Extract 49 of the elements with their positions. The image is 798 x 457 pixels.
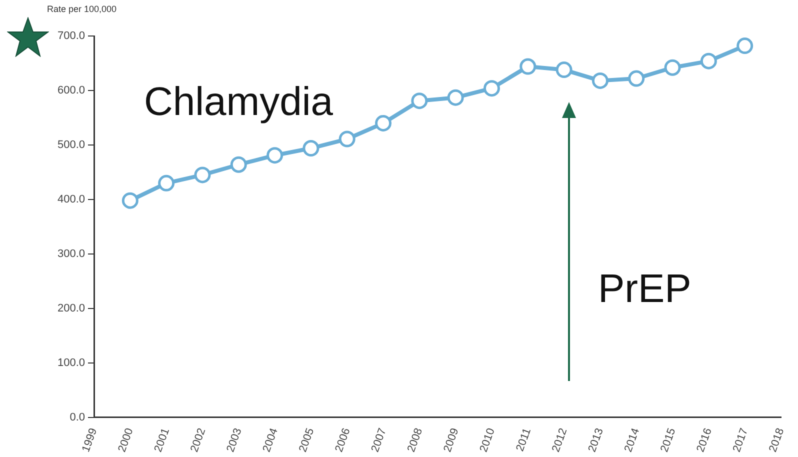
x-tick-label: 2008 bbox=[405, 426, 426, 454]
y-tick-label: 400.0 bbox=[57, 194, 85, 206]
y-tick-label: 200.0 bbox=[57, 302, 85, 315]
x-tick-label: 1999 bbox=[80, 426, 100, 454]
point bbox=[122, 192, 138, 209]
y-tick-label: 100.0 bbox=[57, 357, 85, 370]
x-tick-label: 2016 bbox=[694, 426, 714, 454]
point bbox=[266, 147, 284, 164]
x-tick-label: 2002 bbox=[188, 426, 208, 454]
x-tick-label: 2017 bbox=[730, 426, 751, 454]
x-tick-label: 2001 bbox=[152, 426, 172, 454]
x-tick-label: 2014 bbox=[622, 426, 642, 454]
y-tick-label: 0.0 bbox=[70, 412, 85, 424]
point bbox=[375, 114, 392, 132]
x-tick-label: 2006 bbox=[333, 426, 353, 454]
series-label: Chlamydia bbox=[144, 80, 334, 124]
point bbox=[194, 166, 211, 184]
point bbox=[411, 92, 428, 110]
x-tick-label: 2013 bbox=[586, 426, 606, 454]
point bbox=[628, 70, 645, 87]
y-tick-label: 300.0 bbox=[57, 248, 85, 260]
x-tick-label: 2004 bbox=[260, 426, 280, 454]
x-tick-label: 2000 bbox=[116, 426, 136, 454]
point bbox=[592, 72, 608, 89]
x-tick-label: 2009 bbox=[442, 426, 462, 454]
y-tick-label: 600.0 bbox=[57, 84, 85, 97]
point bbox=[158, 174, 175, 192]
x-tick-label: 2015 bbox=[658, 426, 678, 454]
point bbox=[483, 80, 500, 97]
annotation: PrEP bbox=[598, 267, 692, 311]
point bbox=[520, 58, 536, 75]
point bbox=[664, 59, 681, 76]
x-tick-label: 2011 bbox=[514, 426, 534, 454]
x-tick-label: 2003 bbox=[224, 426, 244, 454]
point bbox=[700, 52, 717, 70]
y-tick-label: 500.0 bbox=[57, 139, 85, 152]
x-tick-label: 2012 bbox=[550, 426, 570, 454]
x-tick-label: 2007 bbox=[369, 426, 389, 454]
x-tick-label: 2005 bbox=[296, 426, 317, 454]
point bbox=[736, 38, 754, 54]
y-tick-label: 700.0 bbox=[57, 30, 85, 42]
x-tick-label: 2010 bbox=[478, 426, 498, 454]
y-axis-title: Rate per 100,000 bbox=[47, 4, 117, 14]
point bbox=[447, 89, 464, 106]
point bbox=[338, 130, 356, 148]
point bbox=[556, 62, 572, 78]
x-tick-label: 2018 bbox=[767, 426, 787, 454]
point bbox=[302, 140, 320, 157]
point bbox=[230, 156, 247, 173]
